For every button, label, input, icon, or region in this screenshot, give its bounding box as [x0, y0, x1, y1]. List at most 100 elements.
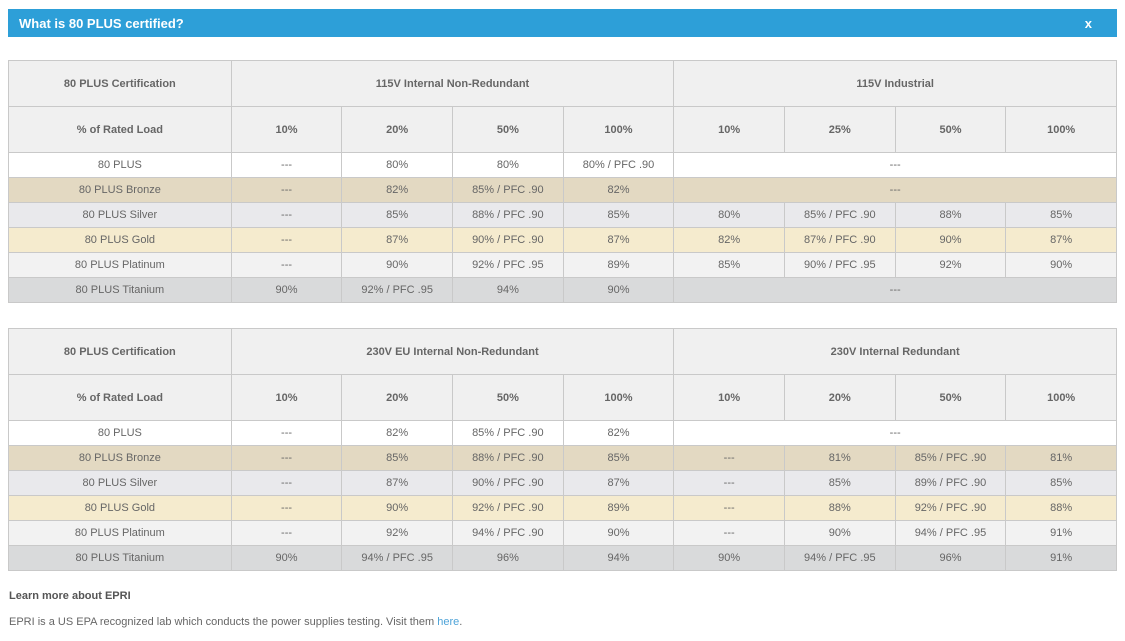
- value-cell: ---: [673, 152, 1117, 178]
- value-cell: ---: [230, 445, 343, 471]
- load-col-header: 100%: [562, 106, 675, 153]
- value-cell: 90%: [341, 495, 454, 521]
- table-row: 80 PLUS Bronze --- 82% 85% / PFC .90 82% ---: [8, 177, 1117, 203]
- table-row: 80 PLUS --- 80% 80% 80% / PFC .90 ---: [8, 152, 1117, 178]
- tables-container: 80 PLUS Certification 115V Internal Non-R…: [8, 60, 1117, 571]
- close-icon[interactable]: x: [1084, 15, 1092, 31]
- load-col-header: 20%: [341, 106, 454, 153]
- value-cell: 87%: [341, 227, 454, 253]
- value-cell: ---: [230, 520, 343, 546]
- value-cell: 80% / PFC .90: [562, 152, 675, 178]
- value-cell: 90%: [230, 545, 343, 571]
- value-cell: 96%: [894, 545, 1007, 571]
- value-cell: 90%: [1005, 252, 1117, 278]
- value-cell: 80%: [341, 152, 454, 178]
- value-cell: ---: [230, 227, 343, 253]
- table-row: 80 PLUS Silver --- 85% 88% / PFC .90 85% 80% 8…: [8, 202, 1117, 228]
- row-label: 80 PLUS Platinum: [8, 520, 232, 546]
- value-cell: ---: [673, 177, 1117, 203]
- modal-title: What is 80 PLUS certified?: [19, 15, 184, 31]
- row-label: 80 PLUS Silver: [8, 470, 232, 496]
- load-col-header: 20%: [783, 374, 896, 421]
- value-cell: 90%: [562, 520, 675, 546]
- load-col-header: 10%: [673, 106, 785, 153]
- value-cell: 85%: [562, 202, 675, 228]
- value-cell: 92%: [341, 520, 454, 546]
- table-row: 80 PLUS Platinum --- 90% 92% / PFC .95 89% 85…: [8, 252, 1117, 278]
- modal-header: What is 80 PLUS certified? x: [8, 9, 1117, 37]
- value-cell: 88% / PFC .90: [452, 445, 564, 471]
- footer-heading: Learn more about EPRI: [9, 590, 131, 602]
- value-cell: 82%: [673, 227, 785, 253]
- value-cell: 88%: [894, 202, 1007, 228]
- row-label: 80 PLUS Bronze: [8, 177, 232, 203]
- load-col-header: 100%: [1005, 374, 1117, 421]
- value-cell: 92% / PFC .90: [452, 495, 564, 521]
- value-cell: 90%: [894, 227, 1007, 253]
- value-cell: 90%: [562, 277, 675, 303]
- value-cell: 81%: [783, 445, 896, 471]
- value-cell: 96%: [452, 545, 564, 571]
- value-cell: 87% / PFC .90: [783, 227, 896, 253]
- here-link[interactable]: here: [437, 616, 460, 628]
- value-cell: 81%: [1005, 445, 1117, 471]
- value-cell: 85%: [341, 445, 454, 471]
- load-header: % of Rated Load: [8, 374, 232, 421]
- value-cell: 85%: [1005, 202, 1117, 228]
- table-row: 80 PLUS Gold --- 90% 92% / PFC .90 89% --- 88%…: [8, 495, 1117, 521]
- group-header: 115V Internal Non-Redundant: [230, 60, 675, 107]
- value-cell: ---: [673, 495, 785, 521]
- load-col-header: 100%: [562, 374, 675, 421]
- load-col-header: 50%: [894, 106, 1007, 153]
- value-cell: 82%: [562, 420, 675, 446]
- table-row: 80 PLUS Bronze --- 85% 88% / PFC .90 85% --- 8…: [8, 445, 1117, 471]
- load-col-header: 10%: [230, 106, 343, 153]
- value-cell: ---: [230, 495, 343, 521]
- footer-text: EPRI is a US EPA recognized lab which co…: [9, 616, 1117, 628]
- value-cell: 90%: [230, 277, 343, 303]
- value-cell: 85% / PFC .90: [452, 177, 564, 203]
- load-header: % of Rated Load: [8, 106, 232, 153]
- row-label: 80 PLUS Gold: [8, 495, 232, 521]
- value-cell: ---: [230, 152, 343, 178]
- row-label: 80 PLUS: [8, 420, 232, 446]
- load-col-header: 50%: [452, 106, 564, 153]
- table-row: 80 PLUS Silver --- 87% 90% / PFC .90 87% --- 8…: [8, 470, 1117, 496]
- value-cell: ---: [230, 420, 343, 446]
- load-col-header: 25%: [783, 106, 896, 153]
- value-cell: ---: [673, 445, 785, 471]
- value-cell: ---: [673, 420, 1117, 446]
- value-cell: 92% / PFC .95: [452, 252, 564, 278]
- value-cell: 89%: [562, 495, 675, 521]
- value-cell: 94% / PFC .95: [341, 545, 454, 571]
- value-cell: 94% / PFC .95: [894, 520, 1007, 546]
- modal: What is 80 PLUS certified? x 80 PLUS Cer…: [8, 9, 1117, 628]
- load-col-header: 20%: [341, 374, 454, 421]
- value-cell: 85%: [783, 470, 896, 496]
- row-label: 80 PLUS Titanium: [8, 545, 232, 571]
- footer: Learn more about EPRI EPRI is a US EPA r…: [8, 590, 1117, 628]
- value-cell: 89%: [562, 252, 675, 278]
- footer-text-before: EPRI is a US EPA recognized lab which co…: [9, 616, 438, 628]
- value-cell: 90% / PFC .95: [783, 252, 896, 278]
- value-cell: ---: [230, 177, 343, 203]
- value-cell: 90% / PFC .90: [452, 227, 564, 253]
- value-cell: ---: [673, 520, 785, 546]
- efficiency-table-1: 80 PLUS Certification 115V Internal Non-R…: [8, 60, 1117, 303]
- value-cell: 88%: [1005, 495, 1117, 521]
- value-cell: 91%: [1005, 545, 1117, 571]
- value-cell: ---: [673, 277, 1117, 303]
- row-label: 80 PLUS Titanium: [8, 277, 232, 303]
- value-cell: 89% / PFC .90: [894, 470, 1007, 496]
- value-cell: 87%: [1005, 227, 1117, 253]
- load-col-header: 100%: [1005, 106, 1117, 153]
- value-cell: 92%: [894, 252, 1007, 278]
- value-cell: 90%: [783, 520, 896, 546]
- value-cell: 90%: [341, 252, 454, 278]
- value-cell: 87%: [562, 227, 675, 253]
- load-col-header: 50%: [452, 374, 564, 421]
- table-row: 80 PLUS --- 82% 85% / PFC .90 82% ---: [8, 420, 1117, 446]
- value-cell: 94% / PFC .95: [783, 545, 896, 571]
- value-cell: 85%: [1005, 470, 1117, 496]
- value-cell: 82%: [341, 177, 454, 203]
